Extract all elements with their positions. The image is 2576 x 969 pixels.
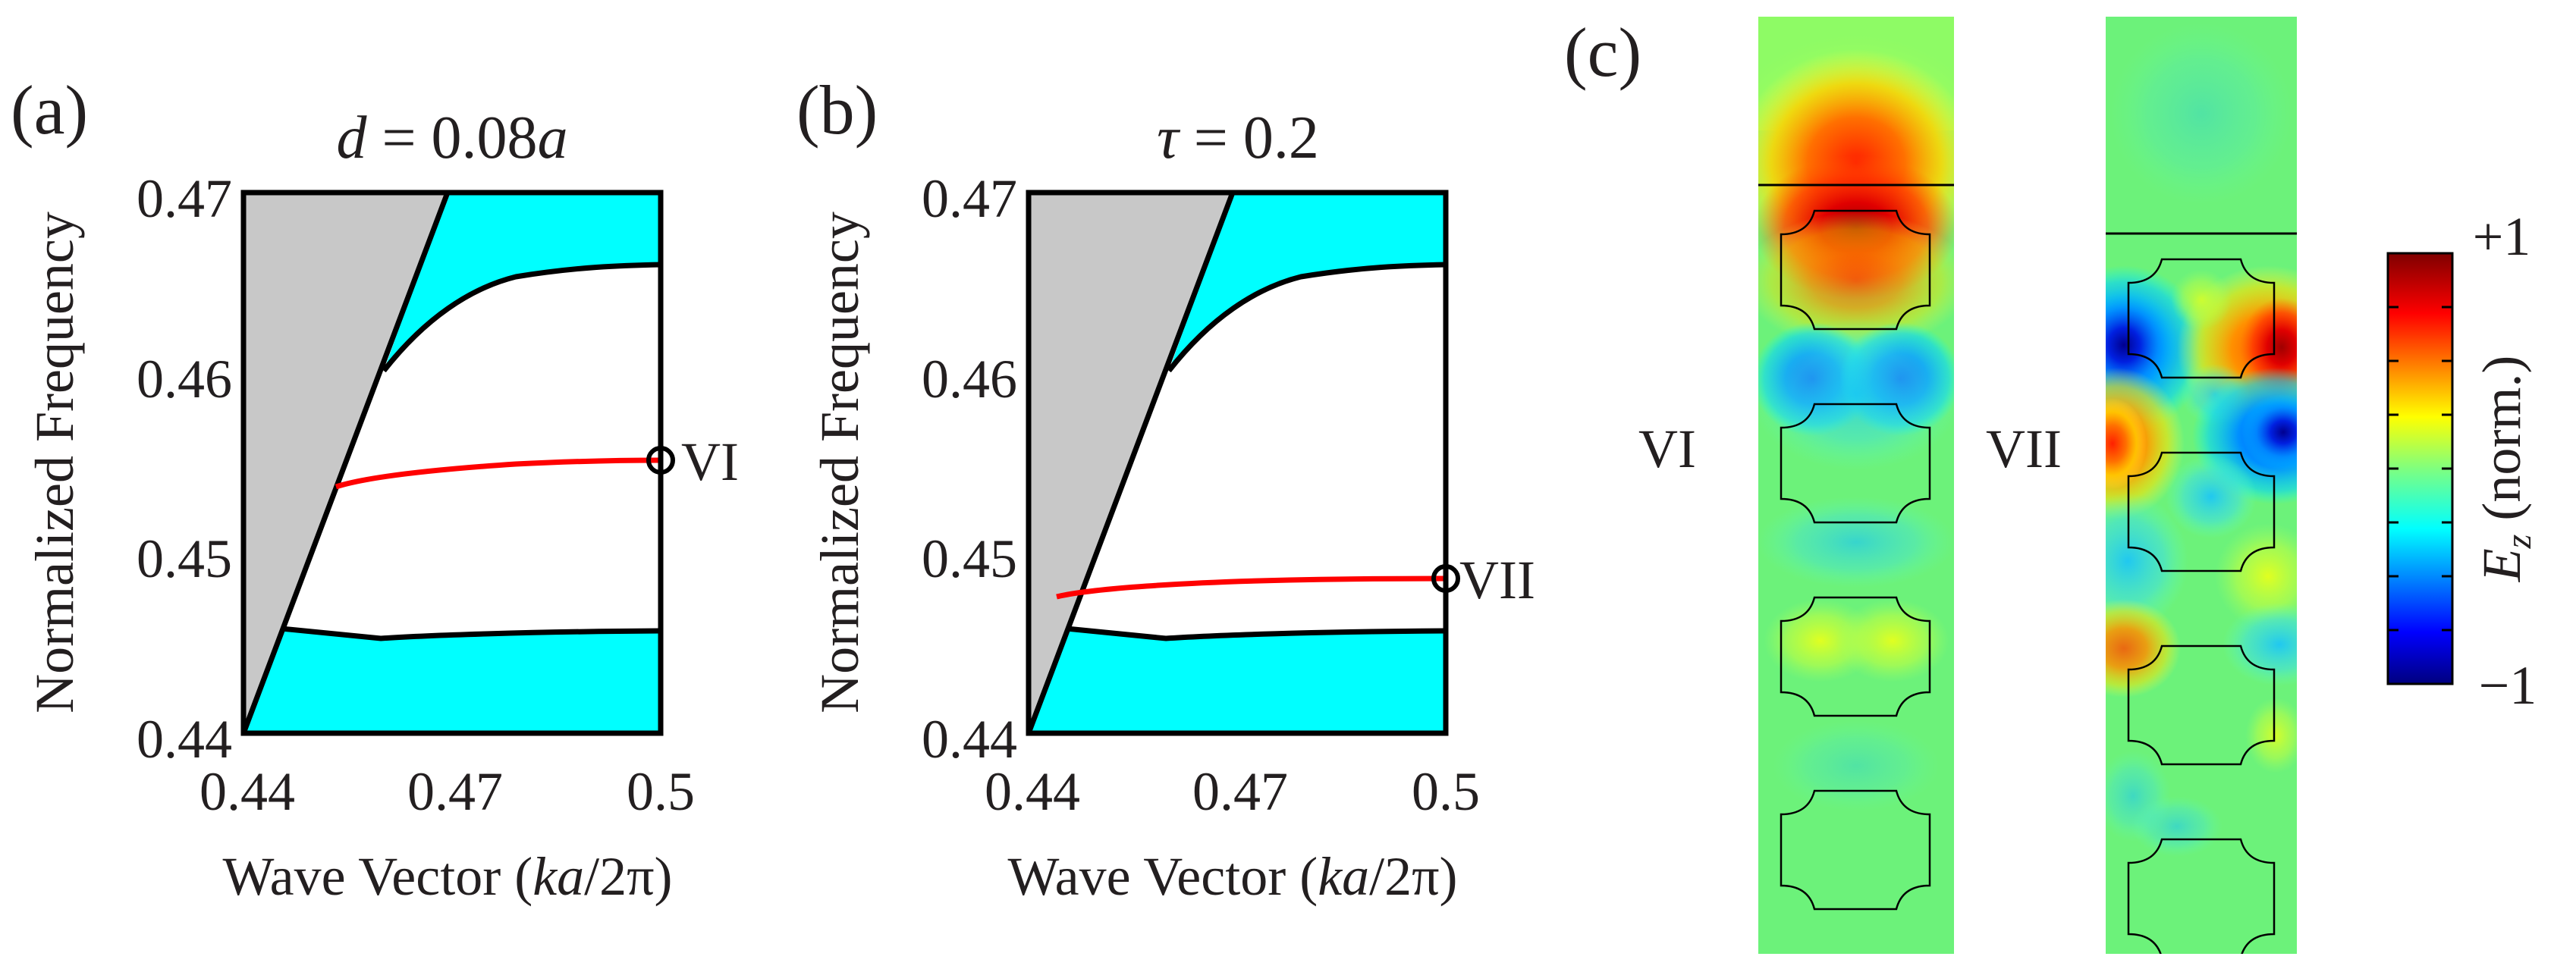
- mode-vi-label: VI: [1638, 419, 1696, 479]
- panel-b-title: τ = 0.2: [1157, 105, 1319, 171]
- panel-b-lower-bulk-region: [1029, 629, 1446, 733]
- panel-a-label: (a): [11, 71, 88, 149]
- panel-a-title: d = 0.08a: [336, 105, 567, 171]
- panel-b-ytick: 0.47: [922, 168, 1017, 229]
- colorbar-title: Ez (norm.): [2471, 356, 2539, 583]
- panel-b-ylabel: Normalized Frequency: [809, 212, 870, 713]
- panel-a-upper-bulk-region: [384, 193, 661, 371]
- panel-c: (c) VI VII: [1564, 14, 2539, 954]
- panel-a-lower-bulk-region: [243, 629, 661, 733]
- panel-a-yticks: 0.47 0.46 0.45 0.44: [137, 168, 232, 770]
- panel-b-frame: [1026, 190, 1449, 736]
- mode-vii-label: VII: [1986, 419, 2062, 479]
- panel-a-light-cone: [243, 193, 451, 733]
- panel-b-defect-mode: [1056, 575, 1446, 600]
- panel-a-xticks: 0.44 0.47 0.5: [199, 761, 695, 822]
- panel-a-mode-marker: [646, 446, 675, 475]
- panel-b-xticks: 0.44 0.47 0.5: [985, 761, 1480, 822]
- panel-a-xtick: 0.47: [407, 761, 503, 822]
- panel-b-ytick: 0.44: [922, 709, 1017, 770]
- panel-b-mode-marker: [1431, 564, 1460, 593]
- colorbar-gradient: [2386, 252, 2454, 685]
- panel-a-lower-band-edge: [281, 626, 661, 641]
- panel-b-upper-band-edge: [1167, 262, 1446, 373]
- panel-a-plot: [243, 193, 661, 733]
- panel-b-upper-bulk-region: [1169, 193, 1446, 371]
- panel-a-ytick: 0.44: [137, 709, 232, 770]
- panel-a-xtick: 0.5: [627, 761, 695, 822]
- panel-a-frame: [240, 190, 664, 736]
- panel-a-defect-mode: [335, 457, 661, 490]
- colorbar: +1 −1 Ez (norm.): [2386, 206, 2539, 716]
- panel-b-plot: [1029, 193, 1446, 733]
- panel-b-yticks: 0.47 0.46 0.45 0.44: [922, 168, 1017, 770]
- colorbar-max-label: +1: [2473, 206, 2531, 267]
- colorbar-min-label: −1: [2479, 655, 2537, 716]
- panel-b-xtick: 0.5: [1412, 761, 1480, 822]
- panel-a-ytick: 0.46: [137, 349, 232, 409]
- panel-a-xlabel: Wave Vector (ka/2π): [222, 846, 672, 907]
- field-map-vii: [2106, 17, 2297, 954]
- panel-a: (a) d = 0.08a VI 0.47 0.46 0.45 0.44 0.4…: [11, 71, 739, 907]
- panel-b-xlabel: Wave Vector (ka/2π): [1007, 846, 1457, 907]
- panel-a-ytick: 0.45: [137, 528, 232, 589]
- field-map-vi: [1758, 17, 1954, 954]
- panel-a-ytick: 0.47: [137, 168, 232, 229]
- panel-c-label: (c): [1564, 14, 1641, 91]
- panel-b-ytick: 0.46: [922, 349, 1017, 409]
- panel-a-upper-band-edge: [382, 262, 661, 373]
- panel-b-lower-band-edge: [1066, 626, 1446, 641]
- panel-b-light-cone: [1029, 193, 1236, 733]
- panel-b-ytick: 0.45: [922, 528, 1017, 589]
- panel-a-xtick: 0.44: [199, 761, 295, 822]
- panel-b: (b) τ = 0.2 VII 0.47 0.46 0.45 0.44 0.44…: [796, 71, 1535, 907]
- panel-b-label: (b): [796, 71, 878, 149]
- panel-b-xtick: 0.44: [985, 761, 1080, 822]
- panel-a-ylabel: Normalized Frequency: [24, 212, 85, 713]
- panel-a-mode-label: VI: [681, 431, 739, 492]
- panel-b-xtick: 0.47: [1192, 761, 1288, 822]
- panel-b-mode-label: VII: [1459, 550, 1535, 610]
